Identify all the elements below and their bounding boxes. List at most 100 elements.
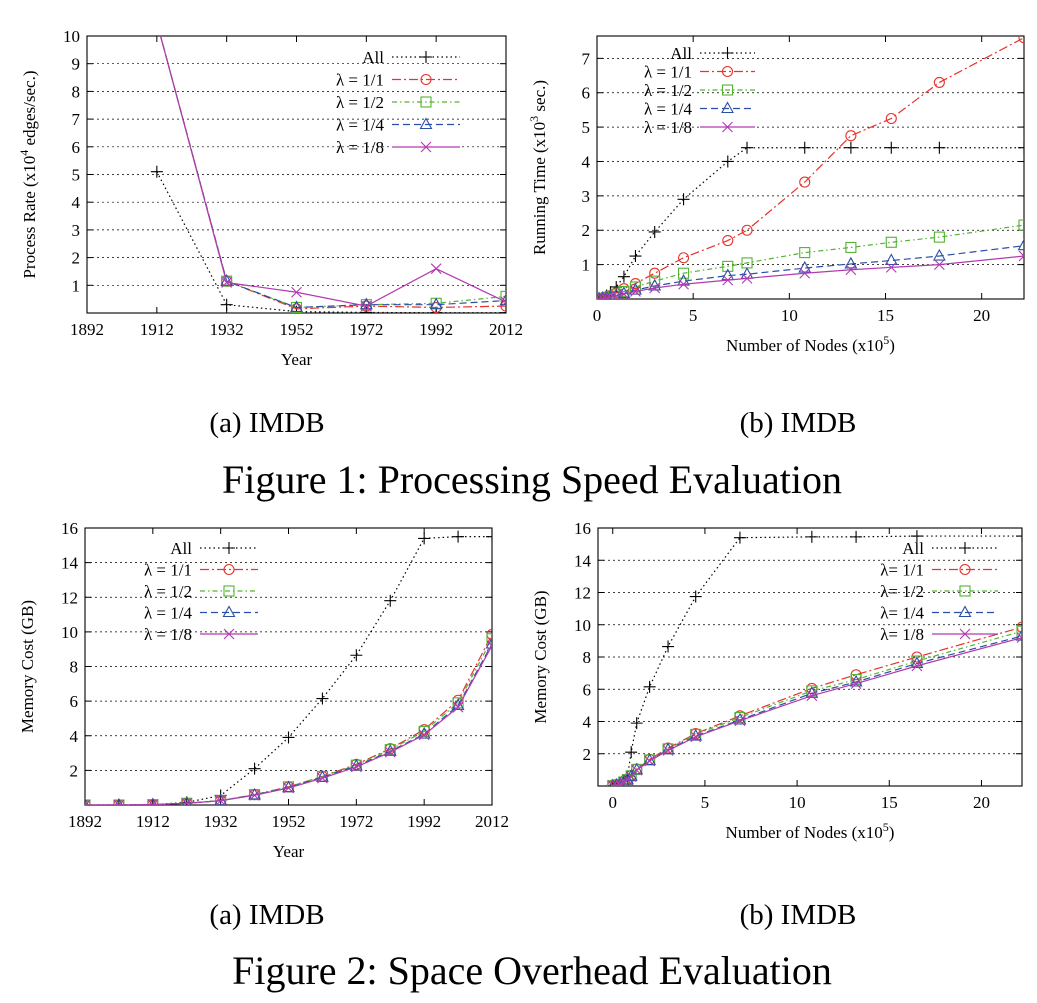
data-point (845, 241, 857, 253)
y-tick-label: 1 (72, 276, 81, 295)
x-tick-label: 1952 (280, 320, 314, 339)
data-point (500, 306, 506, 313)
series-line (85, 634, 492, 805)
data-point (1018, 141, 1024, 154)
data-point (152, 17, 162, 27)
data-point (430, 263, 442, 275)
legend-label: λ= 1/2 (880, 582, 924, 601)
data-point (282, 731, 295, 744)
y-axis-title: Memory Cost (GB) (18, 600, 37, 733)
data-point (933, 231, 945, 243)
y-tick-label: 8 (70, 658, 79, 677)
data-point (850, 678, 862, 689)
y-tick-label: 4 (72, 193, 81, 212)
data-point (283, 782, 294, 794)
data-point (85, 797, 89, 805)
chart-fig2a: 2 4 6 8 10 12 14 16 1892 1912 1932 1952 1972 1992 2012… (18, 519, 509, 861)
series-line (159, 36, 506, 310)
data-point (733, 712, 747, 725)
data-point (677, 273, 690, 286)
legend-marker (959, 628, 971, 640)
data-point (617, 286, 631, 299)
data-point (850, 674, 862, 686)
y-tick-label: 6 (582, 84, 591, 103)
data-point (734, 715, 746, 727)
y-axis-title: Memory Cost (GB) (531, 590, 550, 723)
y-tick-label: 14 (61, 554, 79, 573)
y-tick-label: 2 (70, 761, 79, 780)
series-line (598, 37, 1024, 299)
data-point (845, 130, 857, 142)
y-tick-label: 8 (583, 648, 592, 667)
data-point (649, 282, 661, 294)
data-point (500, 300, 506, 312)
data-point (290, 300, 303, 313)
data-point (248, 762, 261, 775)
y-tick-label: 7 (72, 110, 81, 129)
x-tick-label: 1952 (272, 812, 306, 831)
y-tick-label: 6 (70, 692, 79, 711)
legend-label: λ = 1/4 (144, 604, 193, 623)
series-line (598, 147, 1024, 299)
data-point (805, 530, 818, 543)
data-point (885, 112, 897, 125)
legend-marker (223, 585, 235, 597)
legend-marker (721, 47, 734, 59)
data-point (678, 278, 689, 290)
data-point (630, 717, 643, 730)
legend-label: λ= 1/4 (880, 604, 924, 623)
y-tick-label: 16 (574, 519, 591, 538)
data-point (148, 797, 157, 805)
data-point (741, 141, 754, 154)
legend-label: λ = 1/8 (644, 118, 692, 137)
data-point (150, 165, 163, 178)
legend-marker (721, 65, 734, 78)
data-point (885, 141, 898, 154)
data-point (418, 729, 430, 741)
data-point (500, 290, 506, 302)
data-point (618, 776, 630, 786)
data-point (248, 787, 262, 800)
x-tick-label: 1932 (204, 812, 238, 831)
y-tick-label: 16 (61, 519, 78, 538)
data-point (644, 755, 656, 767)
x-tick-label: 20 (973, 793, 990, 812)
data-point (884, 253, 898, 266)
x-tick-label: 20 (973, 306, 990, 325)
x-tick-label: 2012 (489, 320, 523, 339)
legend-label: All (670, 44, 692, 63)
legend-marker (222, 605, 236, 618)
data-point (316, 692, 329, 705)
y-tick-label: 1 (582, 256, 591, 275)
data-point (112, 799, 125, 805)
data-point (215, 795, 227, 805)
legend-label: λ = 1/2 (644, 81, 692, 100)
series-line (598, 224, 1024, 299)
data-point (662, 640, 675, 653)
data-point (350, 761, 362, 773)
legend-marker (223, 628, 235, 640)
data-point (885, 236, 897, 248)
x-tick-label: 1972 (349, 320, 383, 339)
fig2-caption: Figure 2: Space Overhead Evaluation (232, 948, 832, 993)
data-point (690, 731, 702, 743)
data-point (147, 799, 159, 805)
data-point (1017, 238, 1024, 251)
x-tick-label: 1912 (140, 320, 174, 339)
legend-marker (959, 585, 971, 597)
y-tick-label: 14 (574, 551, 592, 570)
data-point (151, 16, 162, 26)
data-point (910, 530, 923, 543)
x-axis-title: Year (281, 350, 313, 369)
data-point (418, 532, 431, 545)
x-tick-label: 2012 (475, 812, 509, 831)
data-point (181, 797, 193, 805)
data-point (722, 260, 734, 272)
data-point (844, 141, 857, 154)
data-point (734, 711, 746, 724)
x-tick-label: 10 (781, 306, 798, 325)
data-point (617, 270, 630, 283)
series-line (612, 635, 1022, 786)
data-point (1018, 250, 1024, 262)
